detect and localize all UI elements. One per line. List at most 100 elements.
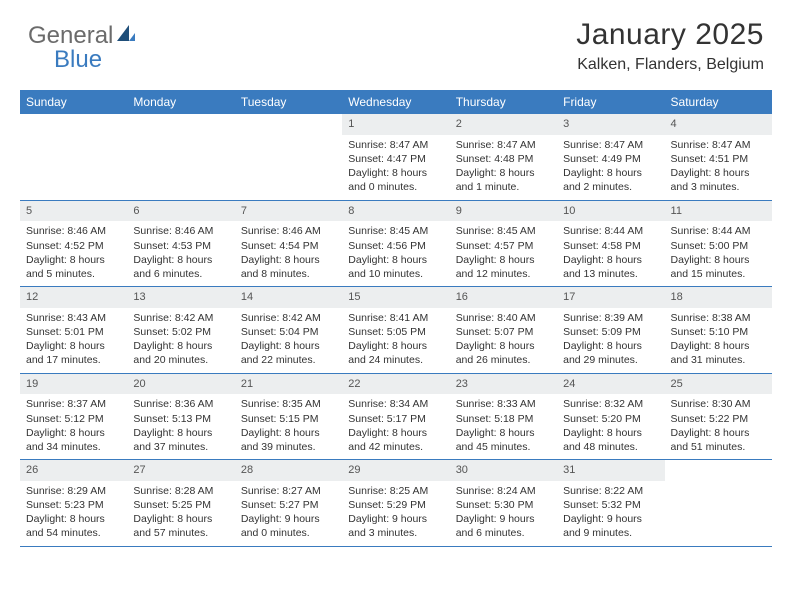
day-number: 17	[557, 287, 664, 308]
daylight-text: Daylight: 8 hours	[348, 253, 443, 267]
day-body: Sunrise: 8:45 AMSunset: 4:56 PMDaylight:…	[342, 221, 449, 286]
day-body: Sunrise: 8:27 AMSunset: 5:27 PMDaylight:…	[235, 481, 342, 546]
sunrise-text: Sunrise: 8:30 AM	[671, 397, 766, 411]
daylight-text: Daylight: 8 hours	[26, 339, 121, 353]
sunrise-text: Sunrise: 8:46 AM	[241, 224, 336, 238]
day-body: Sunrise: 8:46 AMSunset: 4:52 PMDaylight:…	[20, 221, 127, 286]
sunset-text: Sunset: 5:12 PM	[26, 412, 121, 426]
sunrise-text: Sunrise: 8:44 AM	[563, 224, 658, 238]
daylight-text: and 54 minutes.	[26, 526, 121, 540]
daylight-text: and 42 minutes.	[348, 440, 443, 454]
day-body: Sunrise: 8:44 AMSunset: 5:00 PMDaylight:…	[665, 221, 772, 286]
sunrise-text: Sunrise: 8:43 AM	[26, 311, 121, 325]
sunset-text: Sunset: 5:10 PM	[671, 325, 766, 339]
calendar-day: 26Sunrise: 8:29 AMSunset: 5:23 PMDayligh…	[20, 460, 127, 546]
day-body: Sunrise: 8:22 AMSunset: 5:32 PMDaylight:…	[557, 481, 664, 546]
sunrise-text: Sunrise: 8:35 AM	[241, 397, 336, 411]
daylight-text: and 29 minutes.	[563, 353, 658, 367]
page-header: January 2025 Kalken, Flanders, Belgium	[576, 18, 764, 74]
sunrise-text: Sunrise: 8:44 AM	[671, 224, 766, 238]
weekday-label: Wednesday	[342, 90, 449, 114]
daylight-text: Daylight: 8 hours	[456, 166, 551, 180]
daylight-text: Daylight: 8 hours	[563, 339, 658, 353]
calendar-day: 3Sunrise: 8:47 AMSunset: 4:49 PMDaylight…	[557, 114, 664, 200]
sunset-text: Sunset: 5:25 PM	[133, 498, 228, 512]
day-body: Sunrise: 8:33 AMSunset: 5:18 PMDaylight:…	[450, 394, 557, 459]
daylight-text: Daylight: 8 hours	[241, 339, 336, 353]
day-number: 21	[235, 374, 342, 395]
calendar-day: 20Sunrise: 8:36 AMSunset: 5:13 PMDayligh…	[127, 374, 234, 460]
day-number: 22	[342, 374, 449, 395]
calendar-day: 30Sunrise: 8:24 AMSunset: 5:30 PMDayligh…	[450, 460, 557, 546]
daylight-text: and 5 minutes.	[26, 267, 121, 281]
sunset-text: Sunset: 5:22 PM	[671, 412, 766, 426]
sunset-text: Sunset: 5:05 PM	[348, 325, 443, 339]
calendar-day: 17Sunrise: 8:39 AMSunset: 5:09 PMDayligh…	[557, 287, 664, 373]
day-number: 4	[665, 114, 772, 135]
day-number: 24	[557, 374, 664, 395]
calendar-day: 18Sunrise: 8:38 AMSunset: 5:10 PMDayligh…	[665, 287, 772, 373]
sunrise-text: Sunrise: 8:37 AM	[26, 397, 121, 411]
day-number: 8	[342, 201, 449, 222]
daylight-text: and 31 minutes.	[671, 353, 766, 367]
calendar-day: 31Sunrise: 8:22 AMSunset: 5:32 PMDayligh…	[557, 460, 664, 546]
daylight-text: and 51 minutes.	[671, 440, 766, 454]
sunrise-text: Sunrise: 8:46 AM	[133, 224, 228, 238]
sunrise-text: Sunrise: 8:28 AM	[133, 484, 228, 498]
location-label: Kalken, Flanders, Belgium	[576, 56, 764, 74]
calendar-day: 11Sunrise: 8:44 AMSunset: 5:00 PMDayligh…	[665, 201, 772, 287]
sunset-text: Sunset: 4:57 PM	[456, 239, 551, 253]
daylight-text: Daylight: 8 hours	[456, 339, 551, 353]
day-body: Sunrise: 8:47 AMSunset: 4:48 PMDaylight:…	[450, 135, 557, 200]
sunrise-text: Sunrise: 8:29 AM	[26, 484, 121, 498]
sunset-text: Sunset: 5:15 PM	[241, 412, 336, 426]
daylight-text: Daylight: 8 hours	[26, 512, 121, 526]
sunset-text: Sunset: 4:54 PM	[241, 239, 336, 253]
day-number: 20	[127, 374, 234, 395]
daylight-text: Daylight: 8 hours	[563, 253, 658, 267]
calendar-day	[665, 460, 772, 546]
daylight-text: and 6 minutes.	[133, 267, 228, 281]
day-body	[20, 120, 127, 180]
calendar-day: 13Sunrise: 8:42 AMSunset: 5:02 PMDayligh…	[127, 287, 234, 373]
sunrise-text: Sunrise: 8:41 AM	[348, 311, 443, 325]
daylight-text: and 48 minutes.	[563, 440, 658, 454]
sunset-text: Sunset: 4:51 PM	[671, 152, 766, 166]
daylight-text: and 10 minutes.	[348, 267, 443, 281]
day-body	[665, 466, 772, 526]
day-number: 13	[127, 287, 234, 308]
calendar-day: 28Sunrise: 8:27 AMSunset: 5:27 PMDayligh…	[235, 460, 342, 546]
day-number: 1	[342, 114, 449, 135]
day-body: Sunrise: 8:46 AMSunset: 4:53 PMDaylight:…	[127, 221, 234, 286]
weekday-label: Tuesday	[235, 90, 342, 114]
calendar-week: 19Sunrise: 8:37 AMSunset: 5:12 PMDayligh…	[20, 374, 772, 461]
calendar-day: 24Sunrise: 8:32 AMSunset: 5:20 PMDayligh…	[557, 374, 664, 460]
daylight-text: and 6 minutes.	[456, 526, 551, 540]
daylight-text: Daylight: 8 hours	[133, 253, 228, 267]
sail-icon	[115, 22, 137, 50]
daylight-text: Daylight: 8 hours	[671, 253, 766, 267]
calendar-week: 1Sunrise: 8:47 AMSunset: 4:47 PMDaylight…	[20, 114, 772, 201]
weekday-label: Thursday	[450, 90, 557, 114]
day-number: 9	[450, 201, 557, 222]
day-number: 10	[557, 201, 664, 222]
daylight-text: Daylight: 8 hours	[133, 512, 228, 526]
sunset-text: Sunset: 5:30 PM	[456, 498, 551, 512]
daylight-text: Daylight: 8 hours	[241, 253, 336, 267]
day-number: 27	[127, 460, 234, 481]
daylight-text: Daylight: 9 hours	[456, 512, 551, 526]
daylight-text: Daylight: 8 hours	[671, 426, 766, 440]
day-body: Sunrise: 8:42 AMSunset: 5:04 PMDaylight:…	[235, 308, 342, 373]
sunrise-text: Sunrise: 8:39 AM	[563, 311, 658, 325]
calendar-day: 9Sunrise: 8:45 AMSunset: 4:57 PMDaylight…	[450, 201, 557, 287]
day-number: 5	[20, 201, 127, 222]
sunset-text: Sunset: 5:17 PM	[348, 412, 443, 426]
calendar-day: 23Sunrise: 8:33 AMSunset: 5:18 PMDayligh…	[450, 374, 557, 460]
daylight-text: Daylight: 8 hours	[671, 339, 766, 353]
sunrise-text: Sunrise: 8:47 AM	[348, 138, 443, 152]
calendar-day: 21Sunrise: 8:35 AMSunset: 5:15 PMDayligh…	[235, 374, 342, 460]
sunrise-text: Sunrise: 8:42 AM	[133, 311, 228, 325]
calendar-day	[127, 114, 234, 200]
daylight-text: Daylight: 9 hours	[241, 512, 336, 526]
day-body: Sunrise: 8:29 AMSunset: 5:23 PMDaylight:…	[20, 481, 127, 546]
